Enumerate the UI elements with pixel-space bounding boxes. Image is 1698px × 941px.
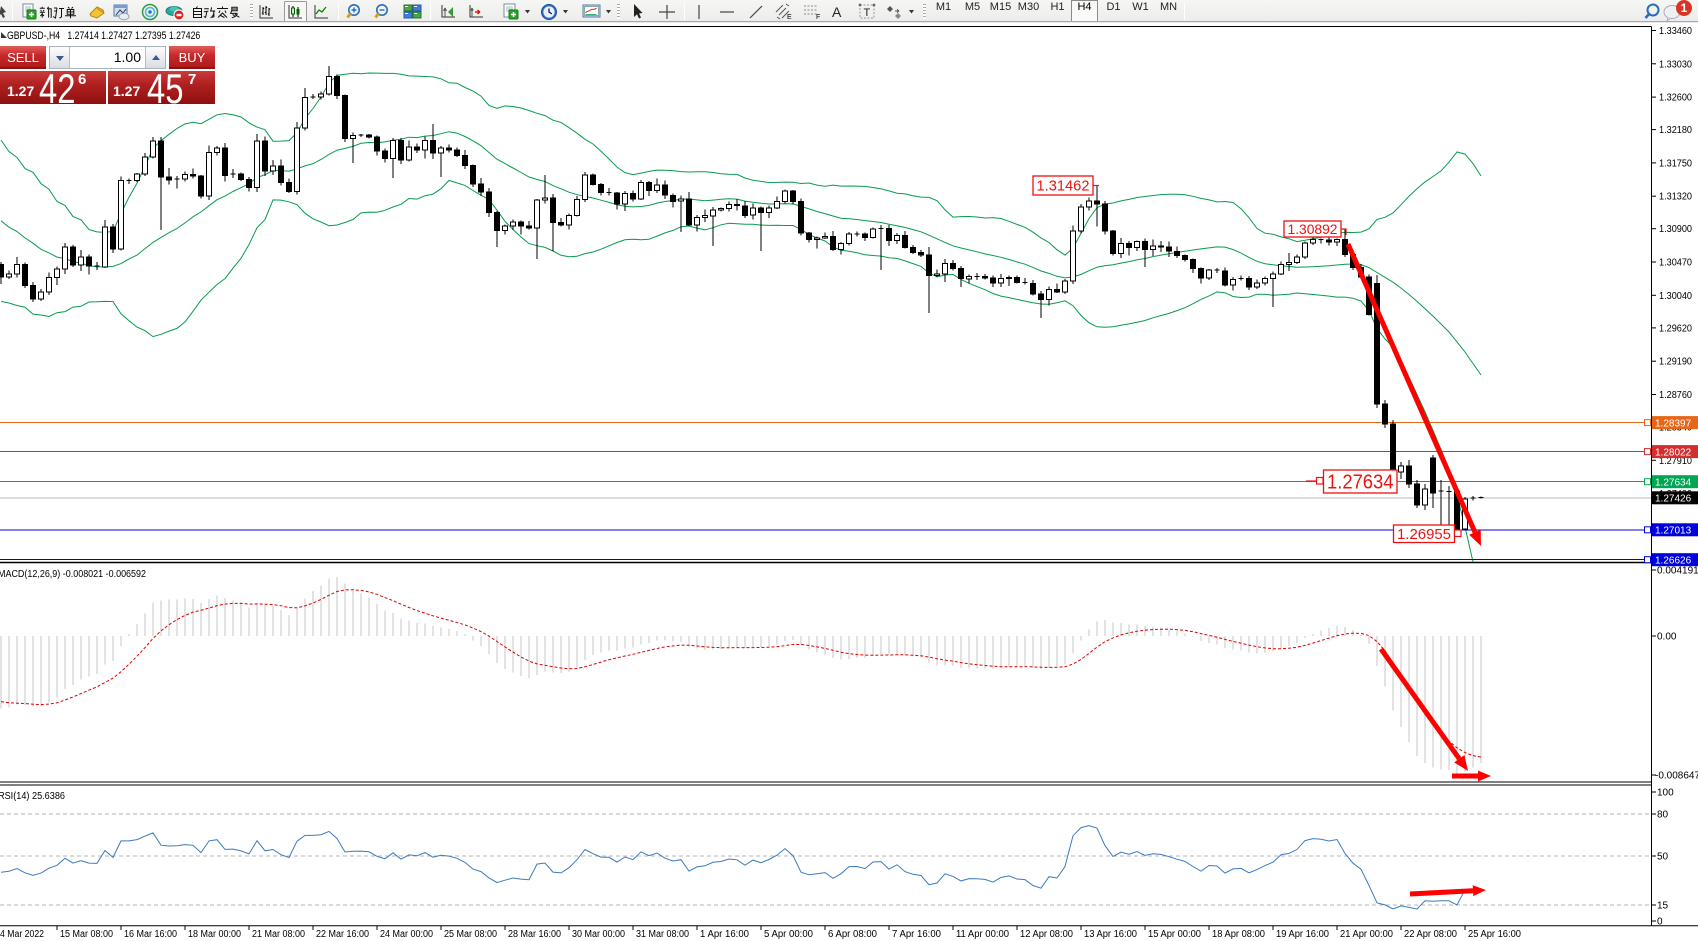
svg-text:1.32600: 1.32600 <box>1659 93 1692 104</box>
svg-text:1.30040: 1.30040 <box>1659 291 1692 302</box>
svg-text:15: 15 <box>1657 901 1669 912</box>
svg-text:1.26626: 1.26626 <box>1655 555 1692 566</box>
svg-text:1.28022: 1.28022 <box>1655 447 1692 458</box>
svg-text:1.31750: 1.31750 <box>1659 158 1692 169</box>
svg-text:5 Apr 00:00: 5 Apr 00:00 <box>764 929 813 940</box>
svg-text:30 Mar 00:00: 30 Mar 00:00 <box>572 929 625 940</box>
svg-text:50: 50 <box>1657 852 1669 863</box>
svg-text:1.27910: 1.27910 <box>1659 456 1692 467</box>
svg-text:1.30470: 1.30470 <box>1659 258 1692 269</box>
svg-text:22 Mar 16:00: 22 Mar 16:00 <box>316 929 369 940</box>
svg-text:7 Apr 16:00: 7 Apr 16:00 <box>892 929 941 940</box>
svg-text:25 Mar 08:00: 25 Mar 08:00 <box>444 929 497 940</box>
svg-text:1.29620: 1.29620 <box>1659 323 1692 334</box>
svg-text:1.33030: 1.33030 <box>1659 59 1692 70</box>
svg-text:31 Mar 08:00: 31 Mar 08:00 <box>636 929 689 940</box>
svg-text:1.31462: 1.31462 <box>1037 179 1090 195</box>
svg-text:100: 100 <box>1657 788 1674 799</box>
svg-text:18 Apr 08:00: 18 Apr 08:00 <box>1212 929 1265 940</box>
svg-text:RSI(14) 25.6386: RSI(14) 25.6386 <box>0 791 65 802</box>
svg-text:1.27426: 1.27426 <box>1655 494 1692 505</box>
svg-text:80: 80 <box>1657 810 1669 821</box>
svg-text:1.30900: 1.30900 <box>1659 224 1692 235</box>
svg-text:T: T <box>864 7 871 19</box>
svg-text:6 Apr 08:00: 6 Apr 08:00 <box>828 929 877 940</box>
svg-text:F: F <box>816 14 820 21</box>
svg-text:22 Apr 08:00: 22 Apr 08:00 <box>1404 929 1457 940</box>
svg-text:1.27634: 1.27634 <box>1327 472 1394 494</box>
svg-text:21 Apr 00:00: 21 Apr 00:00 <box>1340 929 1393 940</box>
svg-text:1.30892: 1.30892 <box>1288 221 1338 237</box>
svg-text:15 Apr 00:00: 15 Apr 00:00 <box>1148 929 1201 940</box>
svg-text:4 Mar 2022: 4 Mar 2022 <box>0 929 44 940</box>
svg-text:11 Apr 00:00: 11 Apr 00:00 <box>956 929 1009 940</box>
svg-text:1.31320: 1.31320 <box>1659 192 1692 203</box>
svg-text:1.27634: 1.27634 <box>1655 477 1692 488</box>
svg-text:1.33460: 1.33460 <box>1659 26 1692 37</box>
svg-text:24 Mar 00:00: 24 Mar 00:00 <box>380 929 433 940</box>
svg-text:MACD(12,26,9) -0.008021 -0.006: MACD(12,26,9) -0.008021 -0.006592 <box>0 569 146 580</box>
svg-text:1.28397: 1.28397 <box>1655 418 1692 429</box>
svg-text:12 Apr 08:00: 12 Apr 08:00 <box>1020 929 1073 940</box>
svg-text:0: 0 <box>1657 917 1663 928</box>
svg-text:16 Mar 16:00: 16 Mar 16:00 <box>124 929 177 940</box>
svg-text:0.004191: 0.004191 <box>1657 566 1698 577</box>
svg-text:0.00: 0.00 <box>1657 632 1677 643</box>
svg-text:19 Apr 16:00: 19 Apr 16:00 <box>1276 929 1329 940</box>
svg-text:1.32180: 1.32180 <box>1659 125 1692 136</box>
svg-text:1.28760: 1.28760 <box>1659 390 1692 401</box>
svg-text:21 Mar 08:00: 21 Mar 08:00 <box>252 929 305 940</box>
svg-text:15 Mar 08:00: 15 Mar 08:00 <box>60 929 113 940</box>
svg-text:18 Mar 00:00: 18 Mar 00:00 <box>188 929 241 940</box>
svg-text:1.26955: 1.26955 <box>1397 527 1451 543</box>
svg-text:25 Apr 16:00: 25 Apr 16:00 <box>1468 929 1521 940</box>
svg-text:1.29190: 1.29190 <box>1659 357 1692 368</box>
svg-text:E: E <box>787 14 792 21</box>
svg-text:1.27013: 1.27013 <box>1655 526 1692 537</box>
svg-text:1 Apr 16:00: 1 Apr 16:00 <box>700 929 749 940</box>
svg-text:-0.008647: -0.008647 <box>1655 771 1698 782</box>
svg-text:28 Mar 16:00: 28 Mar 16:00 <box>508 929 561 940</box>
svg-text:13 Apr 16:00: 13 Apr 16:00 <box>1084 929 1137 940</box>
